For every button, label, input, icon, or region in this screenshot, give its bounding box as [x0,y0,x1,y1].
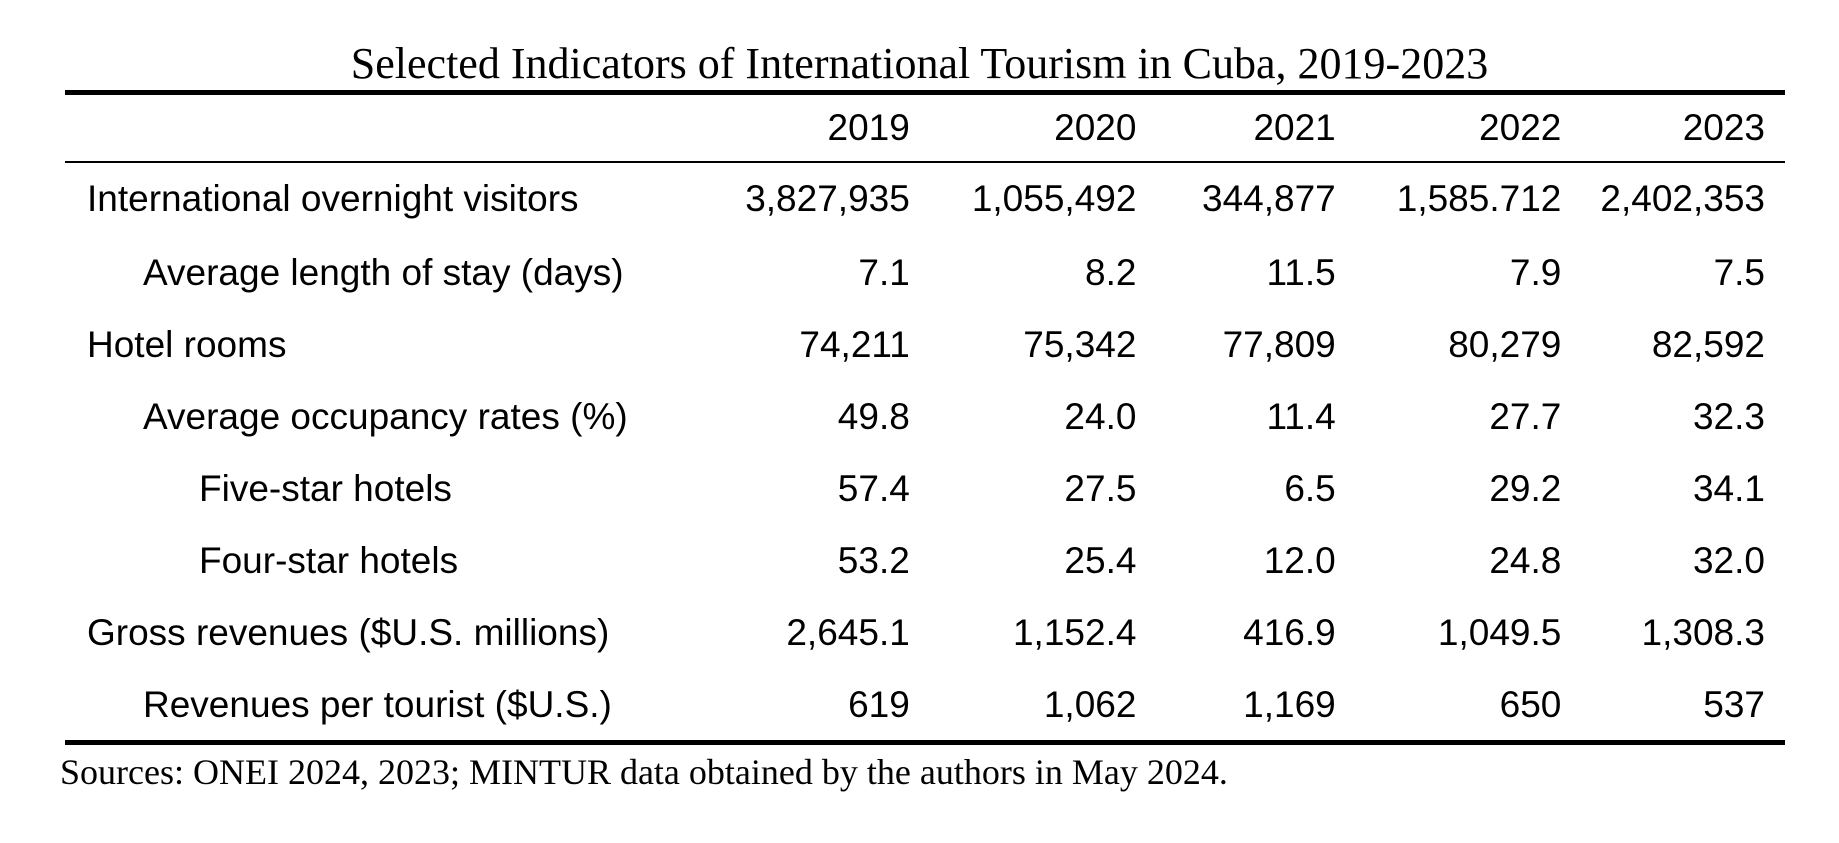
row-label: Average length of stay (days) [143,252,624,293]
stub-header [65,95,687,161]
table-cell-value: 74,211 [799,324,910,365]
column-header-year: 2019 [827,107,910,148]
table-cell-value: 27.7 [1489,396,1562,437]
table-cell-value: 3,827,935 [745,178,910,219]
column-header-year: 2021 [1253,107,1336,148]
table-row: Gross revenues ($U.S. millions) 2,645.1 1,… [65,597,1785,669]
table-cell-value: 6.5 [1284,468,1336,509]
table-row: Revenues per tourist ($U.S.) 619 1,062 1,16… [65,669,1785,741]
row-label: Hotel rooms [87,324,287,365]
table-cell-value: 57.4 [837,468,910,509]
table-cell-value: 537 [1703,684,1765,725]
table-cell-value: 1,049.5 [1437,612,1562,653]
indicators-table: 2019 2020 2021 2022 2023 International overn… [65,95,1785,741]
header-rule [65,161,1785,163]
table-cell-value: 24.8 [1489,540,1562,581]
table-cell-value: 650 [1499,684,1562,725]
row-label: Average occupancy rates (%) [143,396,628,437]
column-header-year: 2022 [1479,107,1562,148]
table-cell-value: 1,062 [1043,684,1137,725]
row-label: Four-star hotels [199,540,459,581]
bottom-rule [65,740,1785,745]
table-cell-value: 344,877 [1202,178,1336,219]
table-cell-value: 1,169 [1243,684,1336,725]
table-title: Selected Indicators of International Tou… [350,39,1489,88]
row-label: Five-star hotels [199,468,452,509]
column-header-year: 2023 [1682,107,1765,148]
header-row: 2019 2020 2021 2022 2023 [65,95,1785,161]
table-row: International overnight visitors 3,827,93… [65,161,1785,237]
row-label: Gross revenues ($U.S. millions) [87,612,610,653]
table-row: Four-star hotels 53.2 25.4 12.0 24.8 32.0 [65,525,1785,597]
table-cell-value: 12.0 [1263,540,1336,581]
table-cell-value: 1,585.712 [1396,178,1562,219]
table-row: Average length of stay (days) 7.1 8.2 11.5 7… [65,237,1785,309]
table-cell-value: 2,645.1 [786,612,910,653]
table-cell-value: 80,279 [1448,324,1562,365]
table-cell-value: 7.5 [1713,252,1765,293]
table-cell-value: 53.2 [837,540,910,581]
table-row: Five-star hotels 57.4 27.5 6.5 29.2 34.1 [65,453,1785,525]
table-cell-value: 24.0 [1064,396,1137,437]
column-header-year: 2020 [1054,107,1137,148]
table-cell-value: 1,055,492 [971,178,1137,219]
table-cell-value: 82,592 [1651,324,1765,365]
row-label: Revenues per tourist ($U.S.) [143,684,612,725]
table-cell-value: 49.8 [837,396,910,437]
table-cell-value: 2,402,353 [1600,178,1765,219]
top-rule [65,90,1785,95]
table-cell-value: 29.2 [1489,468,1562,509]
table-cell-value: 27.5 [1064,468,1137,509]
table-cell-value: 1,152.4 [1012,612,1137,653]
table-cell-value: 8.2 [1085,252,1137,293]
table-body: International overnight visitors 3,827,93… [65,161,1785,741]
table-cell-value: 77,809 [1222,324,1336,365]
table-cell-value: 75,342 [1023,324,1137,365]
source-note: Sources: ONEI 2024, 2023; MINTUR data ob… [60,752,1228,792]
table-cell-value: 34.1 [1692,468,1765,509]
table-cell-value: 32.3 [1692,396,1765,437]
table-cell-value: 7.9 [1509,252,1562,293]
table-cell-value: 416.9 [1243,612,1336,653]
table-cell-value: 619 [848,684,910,725]
table-row: Hotel rooms 74,211 75,342 77,809 80,279 82,59… [65,309,1785,381]
table-cell-value: 1,308.3 [1641,612,1765,653]
table-cell-value: 11.4 [1266,396,1336,437]
table-row: Average occupancy rates (%) 49.8 24.0 11.4 2… [65,381,1785,453]
table-cell-value: 25.4 [1064,540,1137,581]
row-label: International overnight visitors [87,178,579,219]
table-cell-value: 7.1 [858,252,910,293]
table-cell-value: 11.5 [1266,252,1336,293]
table-cell-value: 32.0 [1692,540,1765,581]
